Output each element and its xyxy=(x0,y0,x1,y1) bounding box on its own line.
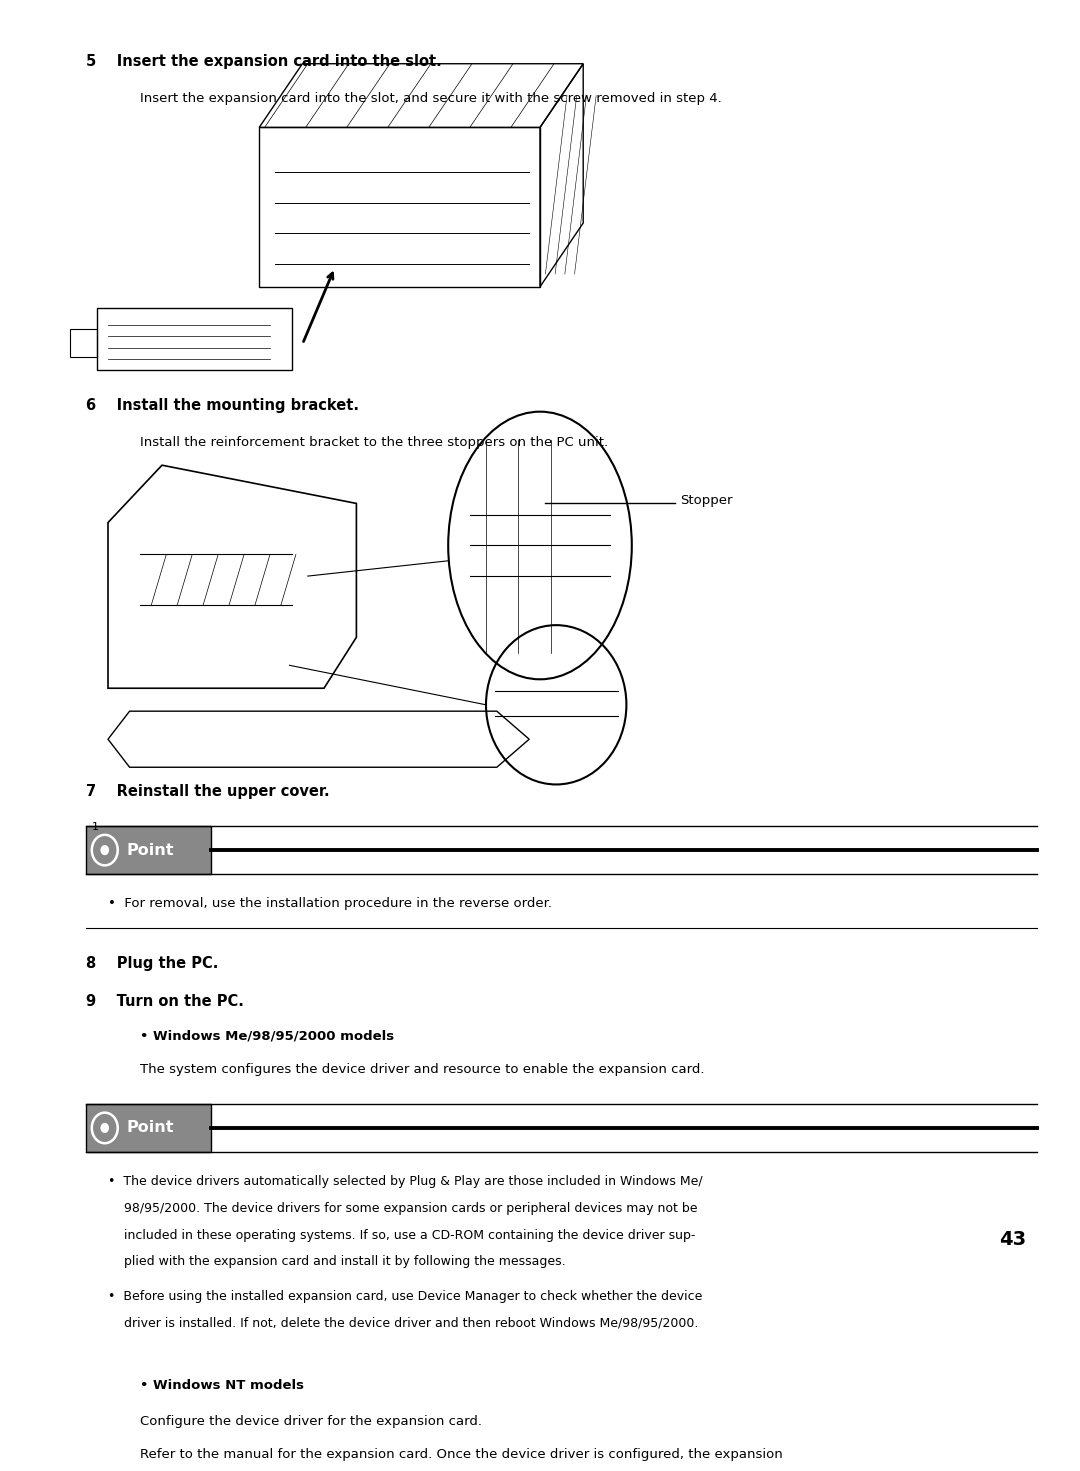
Text: •  Before using the installed expansion card, use Device Manager to check whethe: • Before using the installed expansion c… xyxy=(108,1290,702,1303)
Text: Point: Point xyxy=(126,843,174,858)
Text: 43: 43 xyxy=(999,1230,1026,1249)
Text: Insert the expansion card into the slot, and secure it with the screw removed in: Insert the expansion card into the slot,… xyxy=(140,91,723,104)
Circle shape xyxy=(92,836,118,865)
Text: Stopper: Stopper xyxy=(680,494,733,507)
Text: Refer to the manual for the expansion card. Once the device driver is configured: Refer to the manual for the expansion ca… xyxy=(140,1447,783,1461)
Text: 5    Insert the expansion card into the slot.: 5 Insert the expansion card into the slo… xyxy=(86,53,442,69)
Text: The system configures the device driver and resource to enable the expansion car: The system configures the device driver … xyxy=(140,1064,705,1075)
Circle shape xyxy=(100,1122,109,1133)
Text: 98/95/2000. The device drivers for some expansion cards or peripheral devices ma: 98/95/2000. The device drivers for some … xyxy=(108,1202,698,1215)
Text: plied with the expansion card and install it by following the messages.: plied with the expansion card and instal… xyxy=(108,1255,566,1268)
Text: 7    Reinstall the upper cover.: 7 Reinstall the upper cover. xyxy=(86,784,330,799)
Circle shape xyxy=(100,844,109,855)
Text: driver is installed. If not, delete the device driver and then reboot Windows Me: driver is installed. If not, delete the … xyxy=(108,1317,699,1330)
Text: 9    Turn on the PC.: 9 Turn on the PC. xyxy=(86,994,244,1009)
Text: 6    Install the mounting bracket.: 6 Install the mounting bracket. xyxy=(86,397,360,413)
FancyBboxPatch shape xyxy=(86,825,211,874)
Text: Configure the device driver for the expansion card.: Configure the device driver for the expa… xyxy=(140,1415,483,1428)
Text: included in these operating systems. If so, use a CD-ROM containing the device d: included in these operating systems. If … xyxy=(108,1228,696,1242)
Text: •  For removal, use the installation procedure in the reverse order.: • For removal, use the installation proc… xyxy=(108,897,552,911)
Text: Install the reinforcement bracket to the three stoppers on the PC unit.: Install the reinforcement bracket to the… xyxy=(140,435,608,449)
Circle shape xyxy=(92,1112,118,1143)
Text: 1: 1 xyxy=(92,822,98,833)
FancyBboxPatch shape xyxy=(86,1103,211,1152)
Text: •  The device drivers automatically selected by Plug & Play are those included i: • The device drivers automatically selec… xyxy=(108,1175,703,1189)
Text: Point: Point xyxy=(126,1121,174,1136)
Text: • Windows NT models: • Windows NT models xyxy=(140,1378,305,1392)
Text: 8    Plug the PC.: 8 Plug the PC. xyxy=(86,956,219,971)
Text: • Windows Me/98/95/2000 models: • Windows Me/98/95/2000 models xyxy=(140,1030,394,1043)
